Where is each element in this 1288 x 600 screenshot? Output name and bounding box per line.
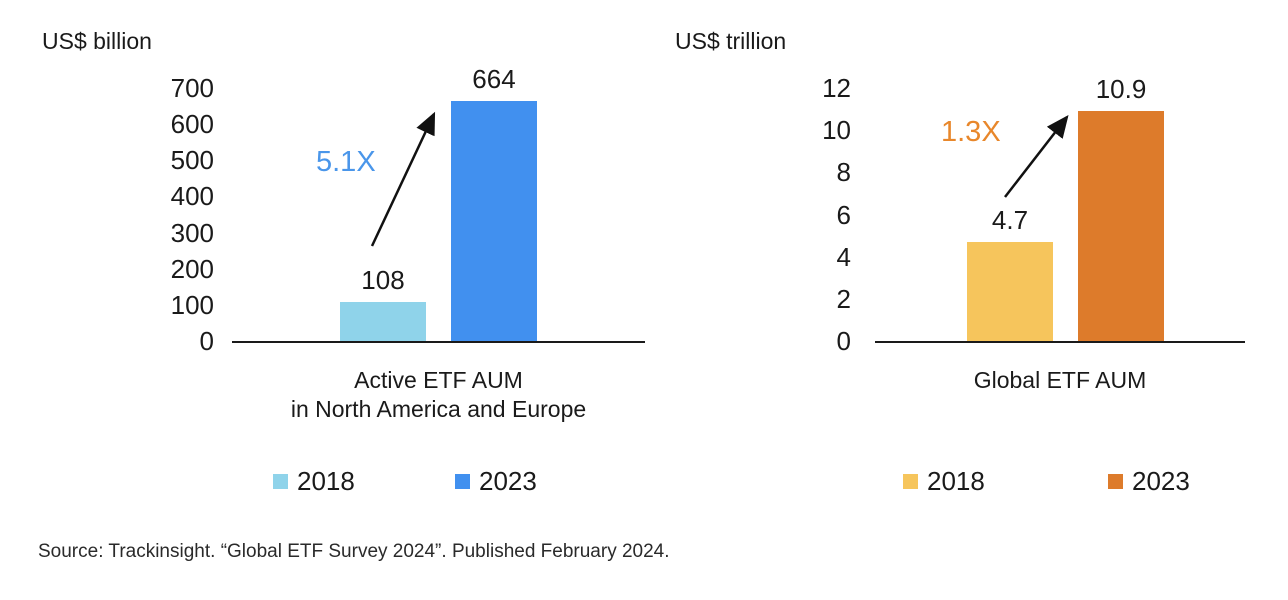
legend-label-2018: 2018 <box>927 466 985 496</box>
x-axis-title-line1: Global ETF AUM <box>973 367 1147 393</box>
bar-2023 <box>451 101 537 341</box>
y-axis-tick-label: 2 <box>836 283 851 314</box>
y-axis-tick-label: 12 <box>822 73 851 103</box>
y-axis-tick-label: 4 <box>836 241 851 272</box>
y-axis-tick-label: 100 <box>170 289 214 320</box>
y-axis-tick-label: 300 <box>170 217 214 248</box>
y-axis-tick-label: 10 <box>822 115 851 146</box>
y-axis-tick-labels: 700 600 500 400 300 200 100 0 <box>102 75 214 354</box>
y-axis-unit-label: US$ trillion <box>675 28 787 54</box>
x-axis-title-line2: in North America and Europe <box>290 396 587 422</box>
growth-multiplier-label: 5.1X <box>316 146 376 178</box>
bar-value-2018: 4.7 <box>991 204 1029 235</box>
y-axis-tick-label: 6 <box>836 199 851 230</box>
growth-arrow-icon <box>370 111 436 247</box>
y-axis-tick-label: 0 <box>836 326 851 356</box>
y-axis-tick-label: 500 <box>170 145 214 176</box>
x-axis-title: Global ETF AUM <box>875 366 1245 395</box>
legend-label-2023: 2023 <box>1132 466 1190 496</box>
legend-item-2023: 2023 <box>455 466 537 497</box>
legend-swatch-2018 <box>903 474 918 489</box>
bar-2023 <box>1078 111 1164 341</box>
y-axis-unit-label: US$ billion <box>42 28 152 54</box>
y-axis-tick-label: 8 <box>836 157 851 188</box>
bar-2018 <box>967 241 1053 341</box>
x-axis-title-line1: Active ETF AUM <box>354 367 523 393</box>
bar-2018 <box>340 301 426 341</box>
plot-area: 4.7 10.9 1.3X <box>875 75 1245 343</box>
source-text: Source: Trackinsight. “Global ETF Survey… <box>38 541 670 562</box>
legend-item-2023: 2023 <box>1108 466 1190 497</box>
bar-value-2023: 664 <box>472 64 516 95</box>
chart-active-etf-aum: US$ billion 700 600 500 400 300 200 100 0 108 6… <box>42 28 654 518</box>
legend-item-2018: 2018 <box>903 466 985 497</box>
y-axis-tick-label: 700 <box>170 73 214 103</box>
bar-value-2023: 10.9 <box>1095 74 1147 105</box>
x-axis-title: Active ETF AUM in North America and Euro… <box>192 366 685 424</box>
legend-swatch-2018 <box>273 474 288 489</box>
y-axis-tick-label: 400 <box>170 181 214 212</box>
y-axis-tick-labels: 12 10 8 6 4 2 0 <box>755 75 851 354</box>
y-axis-tick-label: 600 <box>170 109 214 140</box>
bar-value-2018: 108 <box>361 264 405 295</box>
legend-label-2023: 2023 <box>479 466 537 496</box>
plot-area: 108 664 5.1X <box>232 65 645 343</box>
legend-item-2018: 2018 <box>273 466 355 497</box>
legend-swatch-2023 <box>455 474 470 489</box>
y-axis-tick-label: 0 <box>199 326 214 356</box>
growth-arrow-icon <box>1004 115 1069 198</box>
growth-multiplier-label: 1.3X <box>941 116 1001 148</box>
y-axis-tick-label: 200 <box>170 253 214 284</box>
legend-label-2018: 2018 <box>297 466 355 496</box>
chart-global-etf-aum: US$ trillion 12 10 8 6 4 2 0 4.7 10.9 1.3X Glo… <box>675 28 1267 518</box>
legend-swatch-2023 <box>1108 474 1123 489</box>
